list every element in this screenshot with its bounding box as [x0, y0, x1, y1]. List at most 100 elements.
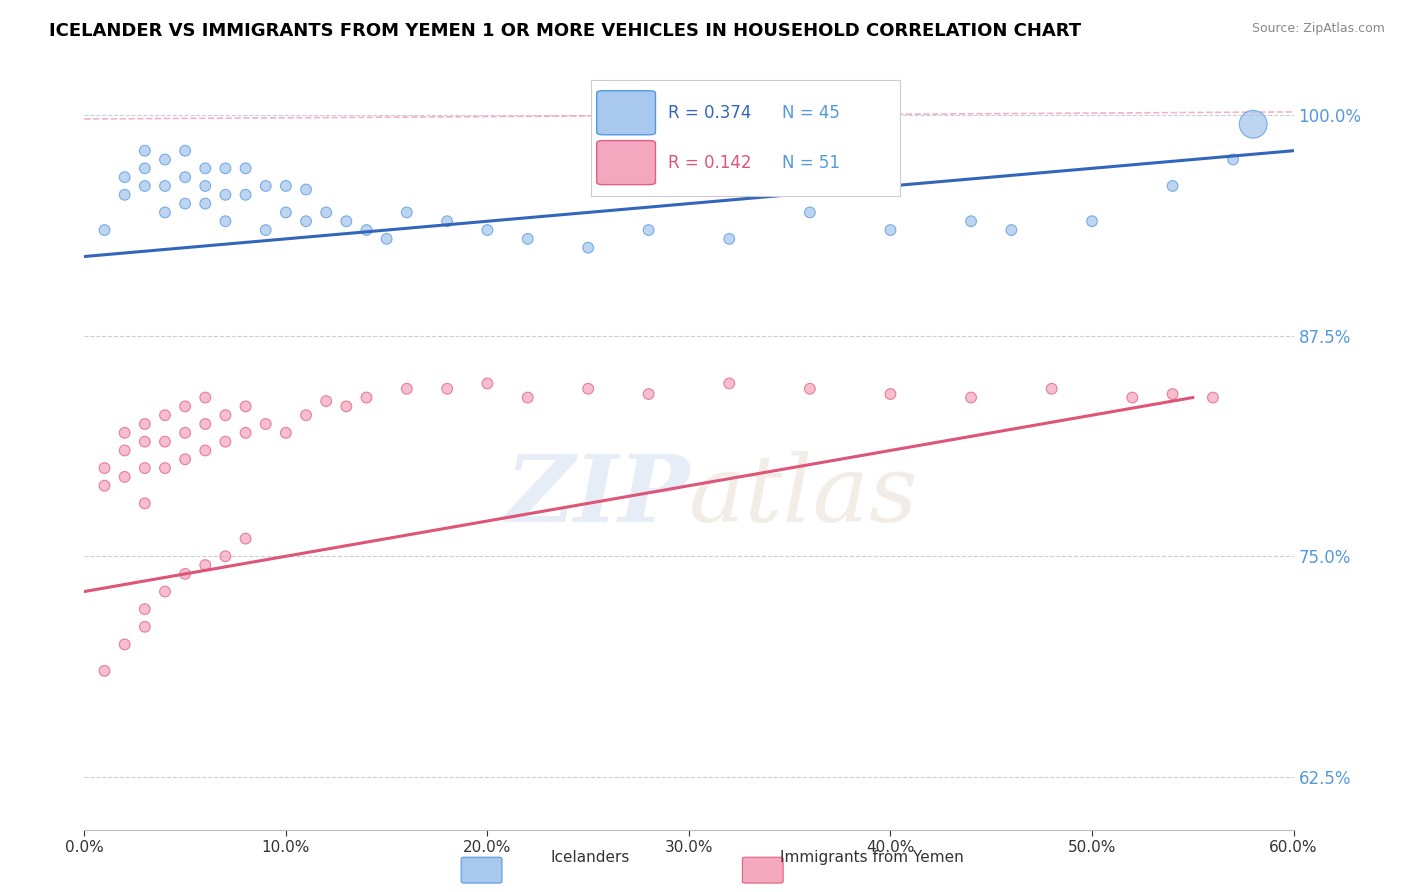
Point [194, 178, 217, 193]
Text: atlas: atlas [689, 451, 918, 541]
Point [1081, 214, 1104, 228]
Point [214, 549, 236, 564]
Point [637, 223, 659, 237]
Point [93, 664, 115, 678]
Point [879, 223, 901, 237]
Point [93, 461, 115, 475]
FancyBboxPatch shape [596, 141, 655, 185]
Point [174, 400, 197, 414]
Point [153, 434, 176, 449]
Point [375, 232, 398, 246]
Point [274, 425, 297, 440]
Point [477, 223, 499, 237]
Point [134, 417, 156, 431]
Point [799, 382, 821, 396]
Point [153, 408, 176, 422]
Point [356, 391, 378, 405]
Point [134, 620, 156, 634]
Point [395, 205, 418, 219]
Point [335, 214, 357, 228]
Point [114, 637, 136, 651]
Point [114, 425, 136, 440]
Point [93, 479, 115, 493]
Point [576, 382, 599, 396]
Text: R = 0.374: R = 0.374 [668, 103, 751, 121]
Text: Immigrants from Yemen: Immigrants from Yemen [780, 850, 963, 865]
Point [1161, 387, 1184, 401]
Point [153, 153, 176, 167]
Point [134, 496, 156, 510]
Point [93, 223, 115, 237]
Text: ZIP: ZIP [505, 451, 689, 541]
Point [174, 452, 197, 467]
Point [718, 376, 741, 391]
Text: N = 45: N = 45 [782, 103, 841, 121]
Point [274, 205, 297, 219]
Point [516, 232, 538, 246]
Point [718, 232, 741, 246]
Point [235, 187, 257, 202]
Point [194, 443, 217, 458]
Point [174, 196, 197, 211]
Point [235, 425, 257, 440]
Point [153, 178, 176, 193]
Point [153, 584, 176, 599]
Point [235, 532, 257, 546]
Point [395, 382, 418, 396]
Point [477, 376, 499, 391]
Point [214, 434, 236, 449]
Text: R = 0.142: R = 0.142 [668, 153, 751, 171]
Point [194, 417, 217, 431]
Text: ICELANDER VS IMMIGRANTS FROM YEMEN 1 OR MORE VEHICLES IN HOUSEHOLD CORRELATION C: ICELANDER VS IMMIGRANTS FROM YEMEN 1 OR … [49, 22, 1081, 40]
Point [194, 196, 217, 211]
Point [153, 461, 176, 475]
Point [134, 434, 156, 449]
Point [436, 382, 458, 396]
Point [1121, 391, 1143, 405]
Point [1000, 223, 1022, 237]
Point [1222, 153, 1244, 167]
Point [254, 178, 277, 193]
Point [114, 443, 136, 458]
Point [194, 391, 217, 405]
Point [436, 214, 458, 228]
Point [1241, 117, 1264, 131]
Point [194, 161, 217, 176]
Point [254, 223, 277, 237]
Point [114, 187, 136, 202]
Point [153, 205, 176, 219]
Point [960, 214, 983, 228]
Point [214, 187, 236, 202]
Point [356, 223, 378, 237]
Point [315, 205, 337, 219]
Point [254, 417, 277, 431]
Point [516, 391, 538, 405]
Point [194, 558, 217, 572]
Point [134, 144, 156, 158]
Point [235, 400, 257, 414]
Point [174, 425, 197, 440]
Text: Source: ZipAtlas.com: Source: ZipAtlas.com [1251, 22, 1385, 36]
Point [335, 400, 357, 414]
Text: Icelanders: Icelanders [551, 850, 630, 865]
Point [235, 161, 257, 176]
Point [114, 170, 136, 185]
Point [295, 408, 318, 422]
Point [214, 408, 236, 422]
Point [315, 394, 337, 409]
Point [576, 241, 599, 255]
Point [214, 161, 236, 176]
Point [174, 144, 197, 158]
Point [637, 387, 659, 401]
Point [134, 602, 156, 616]
Point [1202, 391, 1225, 405]
Point [134, 461, 156, 475]
Point [134, 161, 156, 176]
Point [879, 387, 901, 401]
Point [174, 170, 197, 185]
Point [1040, 382, 1063, 396]
Point [295, 182, 318, 196]
Point [174, 566, 197, 581]
Point [960, 391, 983, 405]
Point [134, 178, 156, 193]
